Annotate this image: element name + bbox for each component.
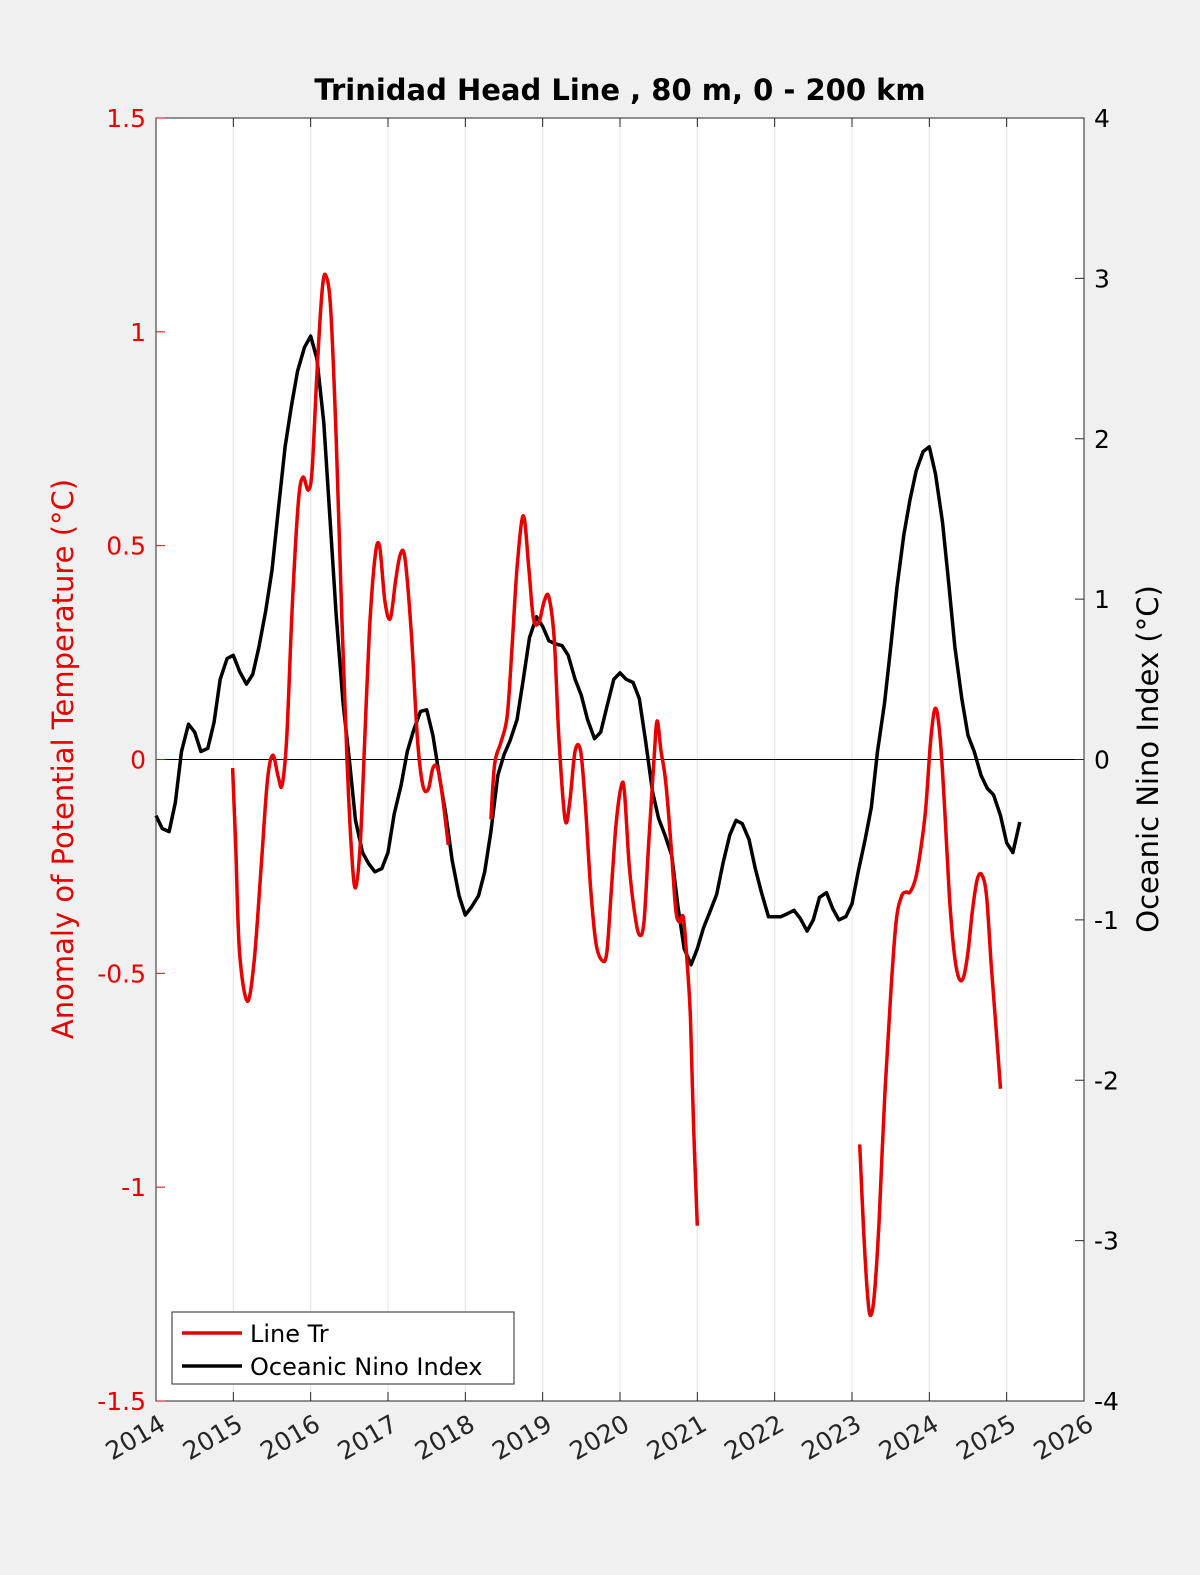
legend-line-tr-label: Line Tr: [250, 1320, 329, 1348]
y-right-tick-label: -3: [1094, 1227, 1119, 1256]
y-right-tick-label: 1: [1094, 585, 1110, 614]
y-right-tick-label: -4: [1094, 1387, 1119, 1416]
right-axis-label: Oceanic Nino Index (°C): [1131, 585, 1165, 933]
y-right-tick-label: 3: [1094, 264, 1110, 293]
y-right-tick-label: -2: [1094, 1066, 1119, 1095]
y-right-tick-label: 4: [1094, 104, 1110, 133]
y-left-tick-label: 1.5: [106, 104, 146, 133]
y-left-tick-label: -1.5: [97, 1387, 146, 1416]
line-tr-series-line: [230, 272, 451, 1003]
legend: Line Tr Oceanic Nino Index: [171, 1311, 515, 1385]
oni-series-line: [154, 334, 1022, 967]
y-left-tick-label: 0.5: [106, 532, 146, 561]
chart-title: Trinidad Head Line , 80 m, 0 - 200 km: [314, 73, 925, 107]
line-tr-series-line: [857, 706, 1003, 1318]
y-left-tick-label: -0.5: [97, 959, 146, 988]
legend-box: [171, 1311, 515, 1385]
left-axis-label: Anomaly of Potential Temperature (°C): [46, 479, 80, 1039]
y-left-tick-label: -1: [121, 1173, 146, 1202]
y-right-tick-label: 2: [1094, 425, 1110, 454]
legend-oni-label: Oceanic Nino Index: [250, 1353, 482, 1381]
y-left-tick-label: 1: [130, 318, 146, 347]
y-right-tick-label: 0: [1094, 746, 1110, 775]
line-tr-series-line: [489, 513, 700, 1226]
y-right-tick-label: -1: [1094, 906, 1119, 935]
series-lines: [154, 272, 1022, 1318]
y-left-tick-label: 0: [130, 746, 146, 775]
